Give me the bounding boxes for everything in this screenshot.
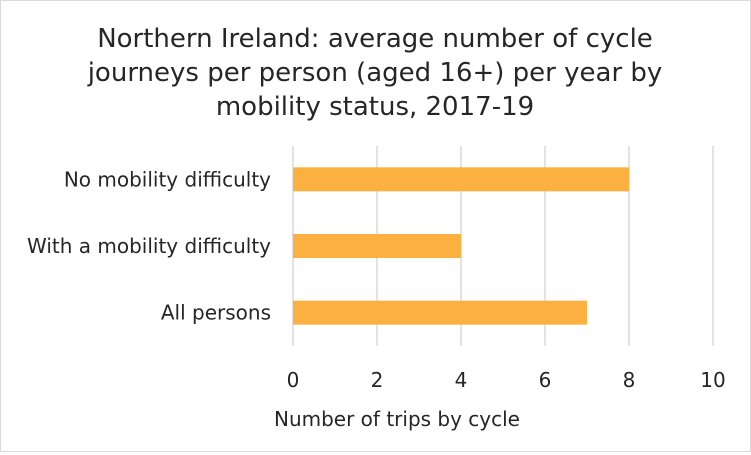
chart-title-line-1: Northern Ireland: average number of cycl…: [97, 24, 653, 54]
x-tick-label-2: 2: [371, 368, 384, 392]
x-tick-label-8: 8: [623, 368, 636, 392]
category-label-all-persons: All persons: [161, 301, 271, 325]
category-label-with-a-mobility-difficulty: With a mobility difficulty: [27, 234, 271, 258]
bar-with-a-mobility-difficulty: [293, 234, 461, 258]
bar-no-mobility-difficulty: [293, 167, 629, 192]
x-tick-label-6: 6: [539, 368, 552, 392]
bar-all-persons: [293, 300, 587, 325]
x-tick-label-10: 10: [700, 368, 725, 392]
chart-title-line-3: mobility status, 2017-19: [216, 92, 534, 122]
x-tick-labels: 0 2 4 6 8 10: [287, 368, 726, 392]
x-tick-label-0: 0: [287, 368, 300, 392]
bars: [293, 167, 629, 325]
x-tick-label-4: 4: [455, 368, 468, 392]
category-labels: No mobility difficulty With a mobility di…: [27, 167, 271, 324]
category-label-no-mobility-difficulty: No mobility difficulty: [64, 167, 271, 191]
chart-title-line-2: journeys per person (aged 16+) per year …: [87, 58, 663, 88]
x-axis-title: Number of trips by cycle: [274, 407, 520, 431]
